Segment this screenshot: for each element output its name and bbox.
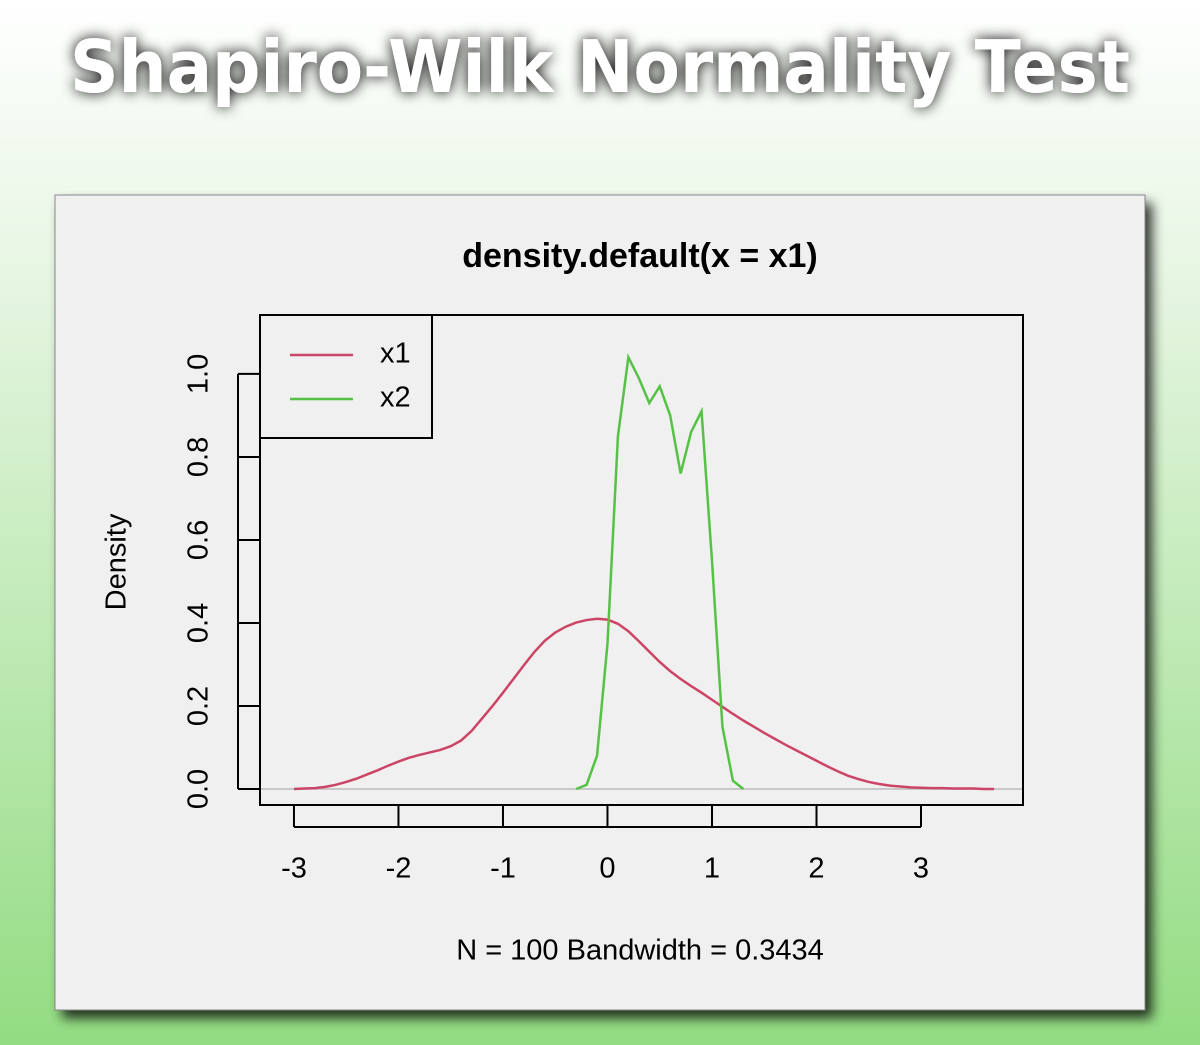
x-tick-label: 1 (704, 853, 720, 885)
y-tick-label: 0.0 (183, 769, 215, 809)
x-tick-label: 0 (599, 853, 615, 885)
series-line (293, 617, 995, 791)
x-tick-label: 2 (808, 853, 824, 885)
series-line (575, 353, 745, 791)
y-tick-label: 0.4 (183, 603, 215, 643)
panel (54, 194, 1146, 1011)
y-tick-label: 0.8 (183, 437, 215, 477)
chart-subtitle: N = 100 Bandwidth = 0.3434 (456, 935, 824, 967)
chart-title: density.default(x = x1) (462, 237, 818, 275)
legend-label: x1 (380, 338, 411, 370)
plot-frame (259, 314, 1024, 806)
x-tick-label: -3 (281, 853, 307, 885)
y-tick-label: 0.2 (183, 686, 215, 726)
y-tick-label: 0.6 (183, 520, 215, 560)
legend-label: x2 (380, 382, 411, 414)
x-tick-label: -1 (490, 853, 516, 885)
plot: -3 -2 -1 0 1 2 3 0.0 0.2 0.4 0.6 0.8 1.0 x1 x2 (183, 314, 1023, 885)
page-title: Shapiro-Wilk Normality Test (70, 25, 1130, 109)
x-tick-label: 3 (913, 853, 929, 885)
x-tick-label: -2 (386, 853, 412, 885)
y-axis-label: Density (101, 513, 133, 610)
y-tick-label: 1.0 (183, 354, 215, 394)
